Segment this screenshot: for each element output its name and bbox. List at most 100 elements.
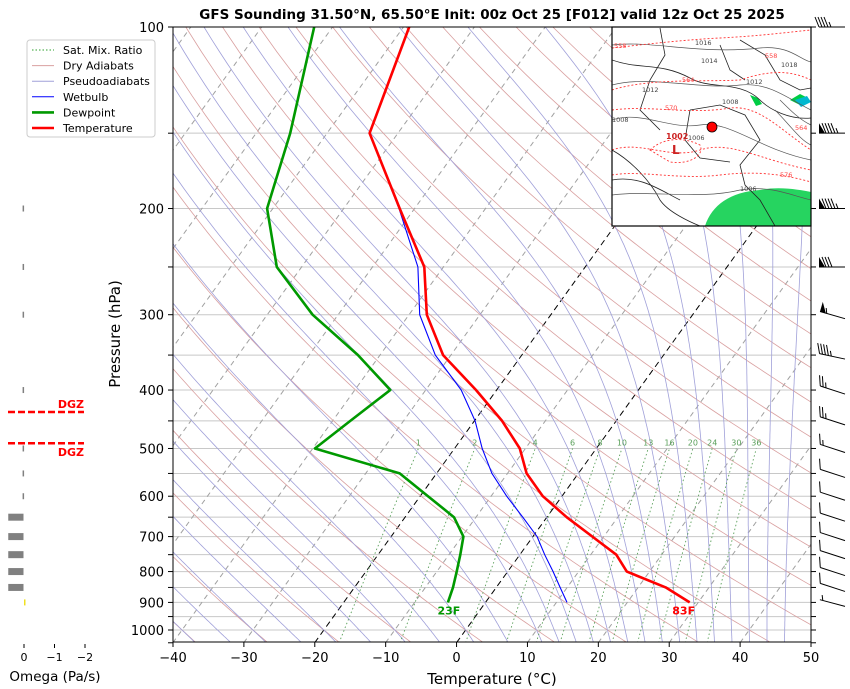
dgz-label: DGZ — [58, 398, 84, 411]
map-label: 1006 — [688, 134, 705, 142]
barb-half — [825, 308, 828, 314]
wind-barb — [819, 301, 846, 320]
barb-full — [830, 198, 836, 209]
mixing-ratio-label: 30 — [731, 438, 741, 447]
isotherm — [598, 346, 811, 642]
mixing-ratio-label: 36 — [751, 438, 761, 447]
barb-pennant — [819, 198, 825, 209]
pseudoadiabat — [242, 27, 629, 642]
dry-adiabat — [173, 186, 699, 642]
map-label: 1006 — [740, 185, 757, 193]
wind-barb — [819, 458, 846, 478]
x-tick-label: −10 — [372, 651, 399, 666]
mixing-ratio-line — [535, 448, 601, 642]
wind-barb — [819, 572, 846, 592]
mixing-ratio-line — [637, 448, 694, 642]
barb-full — [819, 375, 821, 387]
pseudoadiabat — [757, 27, 774, 642]
plot-frame — [172, 26, 812, 643]
dry-adiabat — [185, 27, 811, 586]
y-tick-label: 400 — [139, 384, 164, 399]
map-label: 564 — [682, 76, 694, 84]
mixing-ratio-label: 24 — [707, 438, 717, 447]
barb-full — [819, 406, 821, 417]
legend-label: Sat. Mix. Ratio — [63, 44, 143, 57]
axes: −40 −30 −20 −10 0 10 20 30 40 50 100 200 300 400 500 60… — [131, 21, 819, 666]
omega-bar — [8, 533, 24, 541]
mixing-ratio-label: 20 — [688, 438, 698, 447]
map-label: 1014 — [701, 57, 718, 65]
legend-label: Pseudoadiabats — [63, 75, 150, 88]
dry-adiabat — [173, 126, 771, 642]
y-tick-label: 300 — [139, 309, 164, 324]
omega-bar — [22, 445, 25, 452]
x-tick-label: −20 — [301, 651, 328, 666]
isotherm — [173, 27, 475, 447]
isotherm — [173, 27, 617, 642]
pseudoadiabat — [203, 27, 611, 642]
map-label: 1008 — [722, 98, 739, 106]
pseudoadiabat — [398, 27, 681, 642]
barb-shaft — [820, 512, 846, 522]
mixing-ratio-label: 6 — [570, 438, 575, 447]
mixing-ratio-line — [706, 448, 757, 642]
barb-full — [819, 539, 821, 551]
barb-full — [820, 16, 826, 28]
surface-dewpoint-label: 23F — [438, 604, 461, 617]
map-label: 1018 — [781, 61, 798, 69]
omega-bar — [8, 583, 24, 591]
barb-full — [819, 458, 821, 470]
mixing-ratio-line — [506, 448, 574, 642]
omega-bar — [24, 599, 26, 606]
y-tick-label: 100 — [139, 21, 164, 36]
map-label: 570 — [665, 104, 677, 112]
pseudoadiabat — [173, 440, 372, 642]
barb-shaft — [820, 550, 846, 560]
barb-full — [827, 198, 833, 209]
wind-barb — [819, 406, 846, 426]
legend-label: Wetbulb — [63, 91, 108, 104]
chart-title: GFS Sounding 31.50°N, 65.50°E Init: 00z … — [199, 7, 784, 23]
barb-full — [824, 122, 830, 134]
omega-bar — [8, 551, 24, 559]
mixing-ratio-line — [658, 448, 713, 642]
wind-barb — [819, 198, 845, 210]
wind-barb — [814, 16, 845, 28]
mixing-ratio-label: 4 — [533, 438, 538, 447]
legend-label: Dewpoint — [63, 106, 116, 119]
omega-bar — [22, 311, 25, 318]
pseudoadiabat — [173, 243, 509, 642]
barb-full — [823, 344, 826, 355]
y-axis-label: Pressure (hPa) — [106, 280, 124, 388]
x-tick-label: 0 — [452, 651, 460, 666]
dry-adiabat — [173, 246, 627, 642]
x-axis-label: Temperature (°C) — [426, 670, 556, 688]
barb-full — [830, 122, 836, 134]
barb-full — [820, 343, 823, 355]
barb-pennant — [820, 301, 826, 314]
map-label: 558 — [614, 42, 626, 50]
isotherm — [669, 444, 811, 642]
pseudoadiabat — [173, 586, 231, 642]
barb-shaft — [820, 532, 846, 542]
isobars — [612, 43, 811, 201]
barb-half — [835, 203, 839, 209]
barb-full — [824, 256, 830, 268]
pseudoadiabat — [173, 84, 577, 642]
barb-shaft — [820, 567, 846, 577]
barb-shaft — [820, 443, 846, 453]
barb-full — [819, 521, 821, 533]
x-tick-label: 40 — [732, 651, 749, 666]
omega-bar — [8, 513, 24, 521]
dry-adiabat — [295, 27, 811, 474]
y-tick-label: 600 — [139, 490, 164, 505]
dry-adiabat — [173, 307, 556, 642]
pseudoadiabat — [544, 27, 715, 642]
omega-panel: 0 −1 −2 DGZ DGZ — [8, 205, 93, 664]
barb-full — [814, 16, 820, 28]
barb-full — [817, 16, 823, 28]
omega-bar — [22, 470, 25, 477]
dry-adiabat — [368, 27, 811, 403]
pseudoadiabat — [173, 353, 440, 642]
x-tick-label: −30 — [230, 651, 257, 666]
